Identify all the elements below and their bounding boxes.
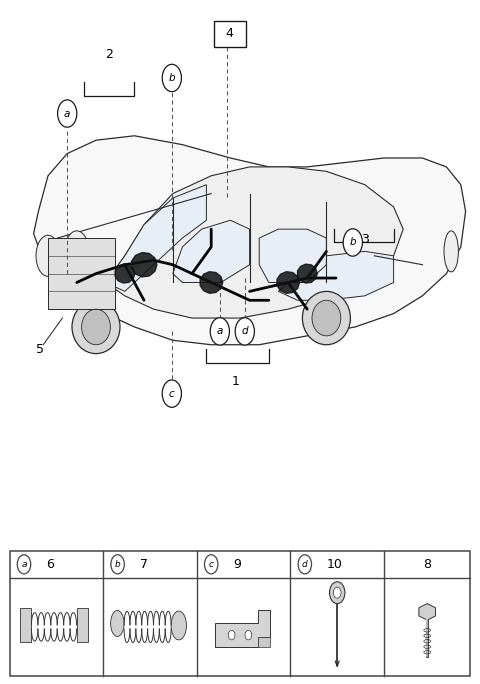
Polygon shape xyxy=(215,610,270,647)
Text: b: b xyxy=(115,560,120,569)
Polygon shape xyxy=(106,185,206,291)
Polygon shape xyxy=(34,136,466,345)
Polygon shape xyxy=(115,264,135,283)
Circle shape xyxy=(228,631,235,640)
Bar xyxy=(10,551,470,676)
Circle shape xyxy=(298,555,312,574)
Text: 8: 8 xyxy=(423,557,431,571)
Text: c: c xyxy=(209,560,214,569)
Text: b: b xyxy=(168,73,175,83)
Ellipse shape xyxy=(36,235,60,276)
Polygon shape xyxy=(20,607,32,642)
Ellipse shape xyxy=(65,231,89,272)
Polygon shape xyxy=(298,264,317,283)
Text: c: c xyxy=(169,389,175,399)
Text: 6: 6 xyxy=(46,557,54,571)
Text: a: a xyxy=(21,560,27,569)
Text: a: a xyxy=(216,326,223,337)
Text: 2: 2 xyxy=(106,48,113,62)
Text: 10: 10 xyxy=(327,557,343,571)
Polygon shape xyxy=(132,252,157,277)
Polygon shape xyxy=(200,272,223,293)
Text: 3: 3 xyxy=(361,233,369,246)
Text: d: d xyxy=(302,560,308,569)
Ellipse shape xyxy=(171,611,186,640)
Polygon shape xyxy=(77,607,87,642)
Polygon shape xyxy=(278,252,394,300)
Ellipse shape xyxy=(302,291,350,345)
Ellipse shape xyxy=(444,231,458,272)
Ellipse shape xyxy=(72,300,120,354)
Text: 7: 7 xyxy=(140,557,148,571)
Circle shape xyxy=(210,317,229,345)
Text: a: a xyxy=(64,109,71,118)
Circle shape xyxy=(204,555,218,574)
Circle shape xyxy=(329,581,345,604)
Text: d: d xyxy=(241,326,248,337)
Circle shape xyxy=(235,317,254,345)
Polygon shape xyxy=(277,272,300,293)
Circle shape xyxy=(333,587,341,598)
Text: 1: 1 xyxy=(231,375,239,388)
Polygon shape xyxy=(419,604,435,620)
Ellipse shape xyxy=(312,300,341,336)
Text: 4: 4 xyxy=(226,27,234,40)
Polygon shape xyxy=(258,637,270,647)
Bar xyxy=(48,238,115,309)
Ellipse shape xyxy=(82,309,110,345)
Polygon shape xyxy=(259,229,326,282)
Circle shape xyxy=(58,100,77,127)
Polygon shape xyxy=(106,167,403,318)
Text: 9: 9 xyxy=(233,557,241,571)
Circle shape xyxy=(162,64,181,92)
Circle shape xyxy=(343,228,362,256)
Text: b: b xyxy=(349,237,356,248)
Circle shape xyxy=(245,631,252,640)
Circle shape xyxy=(162,380,181,408)
Bar xyxy=(214,21,246,47)
Polygon shape xyxy=(173,220,250,282)
Circle shape xyxy=(111,555,124,574)
Circle shape xyxy=(17,555,31,574)
Ellipse shape xyxy=(110,610,124,636)
Text: 5: 5 xyxy=(36,343,44,356)
